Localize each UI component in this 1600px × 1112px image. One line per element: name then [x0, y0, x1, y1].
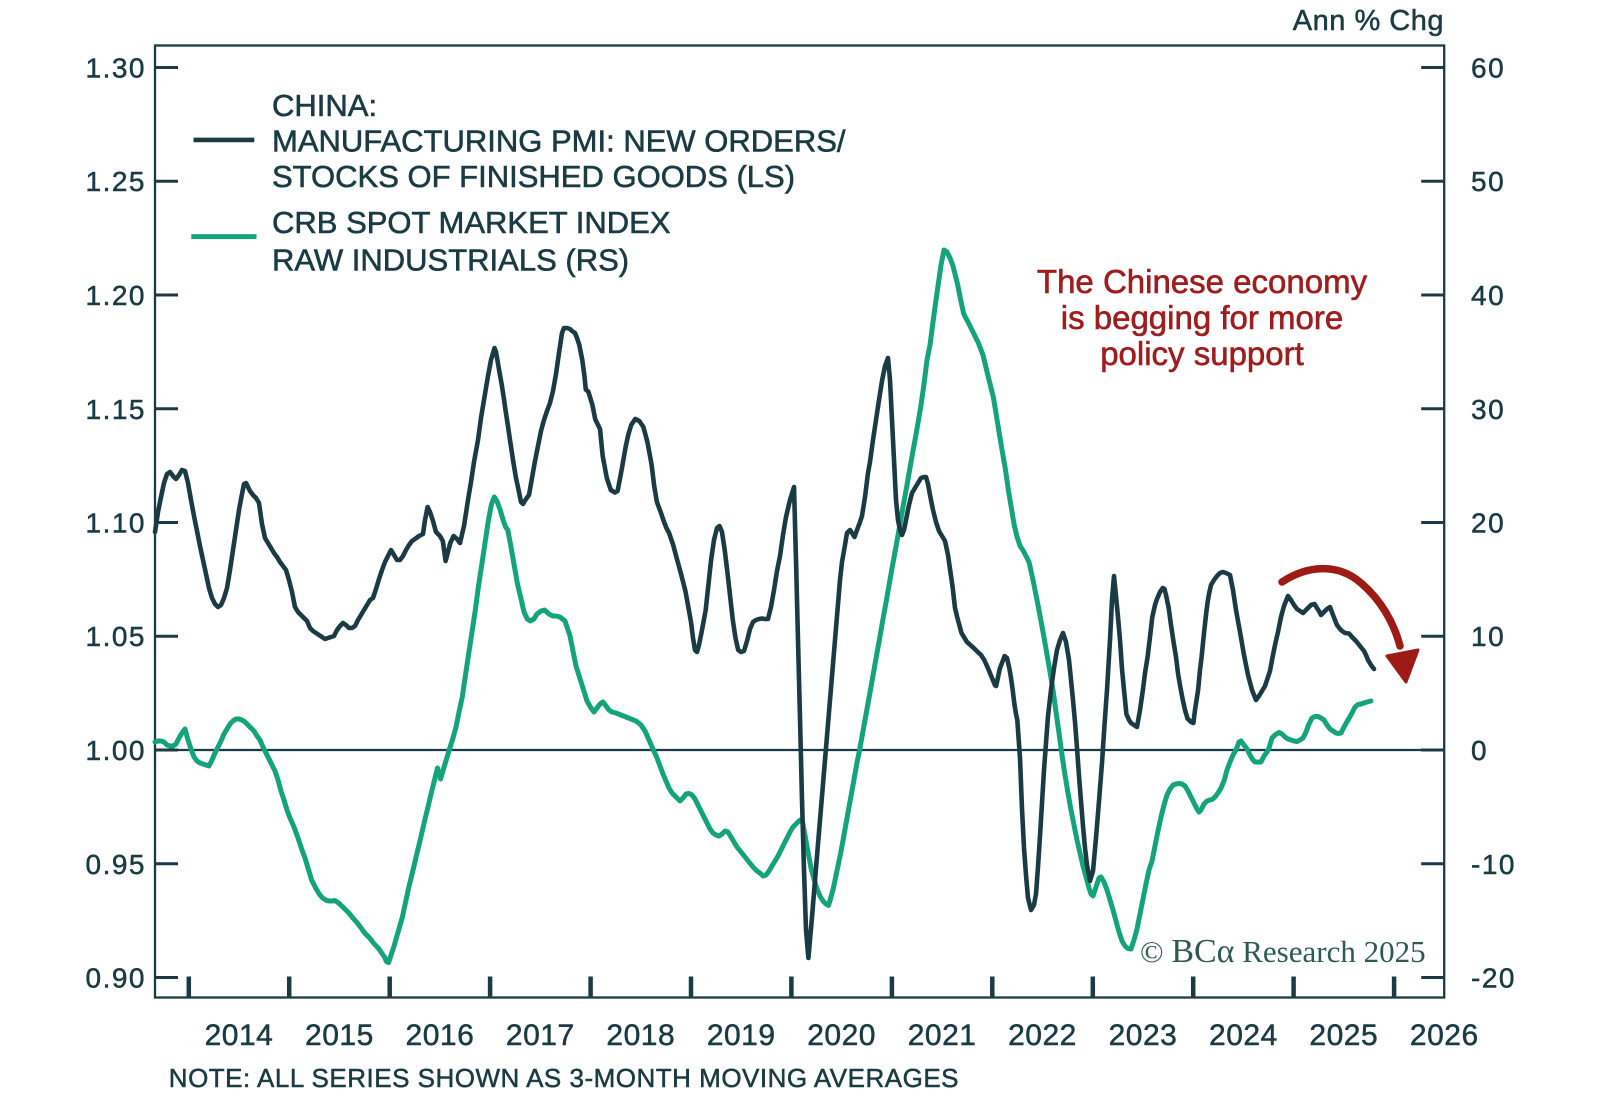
svg-text:CHINA:: CHINA:: [272, 88, 377, 123]
svg-text:-10: -10: [1471, 849, 1516, 880]
svg-text:2019: 2019: [707, 1019, 776, 1052]
svg-text:2016: 2016: [406, 1019, 475, 1052]
svg-text:policy support: policy support: [1100, 335, 1304, 372]
svg-text:MANUFACTURING PMI: NEW ORDERS/: MANUFACTURING PMI: NEW ORDERS/: [272, 123, 846, 158]
svg-text:2025: 2025: [1309, 1019, 1378, 1052]
svg-text:2024: 2024: [1209, 1019, 1278, 1052]
svg-text:1.00: 1.00: [86, 735, 147, 766]
svg-text:© BCα Research 2025: © BCα Research 2025: [1140, 933, 1426, 970]
svg-text:Ann % Chg: Ann % Chg: [1293, 5, 1444, 37]
svg-text:2017: 2017: [506, 1019, 575, 1052]
svg-text:1.20: 1.20: [86, 280, 147, 311]
svg-text:1.05: 1.05: [86, 621, 147, 652]
svg-text:20: 20: [1471, 508, 1505, 539]
svg-text:2026: 2026: [1410, 1019, 1479, 1052]
svg-text:1.30: 1.30: [86, 53, 147, 84]
svg-text:1.10: 1.10: [86, 508, 147, 539]
svg-text:30: 30: [1471, 394, 1505, 425]
svg-text:0: 0: [1471, 735, 1488, 766]
svg-text:2022: 2022: [1008, 1019, 1077, 1052]
svg-text:1.25: 1.25: [86, 166, 147, 197]
svg-text:NOTE: ALL SERIES SHOWN AS 3-MO: NOTE: ALL SERIES SHOWN AS 3-MONTH MOVING…: [169, 1063, 959, 1093]
svg-text:STOCKS OF FINISHED GOODS (LS): STOCKS OF FINISHED GOODS (LS): [272, 159, 795, 194]
svg-text:-20: -20: [1471, 963, 1516, 994]
svg-text:The Chinese economy: The Chinese economy: [1037, 263, 1368, 300]
svg-text:0.95: 0.95: [86, 849, 147, 880]
svg-text:60: 60: [1471, 53, 1505, 84]
svg-text:2020: 2020: [807, 1019, 876, 1052]
svg-text:2021: 2021: [908, 1019, 977, 1052]
svg-text:0.90: 0.90: [86, 963, 147, 994]
svg-text:2015: 2015: [305, 1019, 374, 1052]
svg-text:40: 40: [1471, 280, 1505, 311]
svg-text:50: 50: [1471, 166, 1505, 197]
svg-text:is begging for more: is begging for more: [1061, 299, 1343, 336]
svg-text:RAW INDUSTRIALS (RS): RAW INDUSTRIALS (RS): [272, 242, 629, 277]
svg-text:2014: 2014: [205, 1019, 274, 1052]
svg-text:10: 10: [1471, 621, 1505, 652]
svg-text:CRB SPOT MARKET INDEX: CRB SPOT MARKET INDEX: [272, 205, 671, 240]
svg-text:2023: 2023: [1109, 1019, 1178, 1052]
svg-text:1.15: 1.15: [86, 394, 147, 425]
svg-text:2018: 2018: [606, 1019, 675, 1052]
